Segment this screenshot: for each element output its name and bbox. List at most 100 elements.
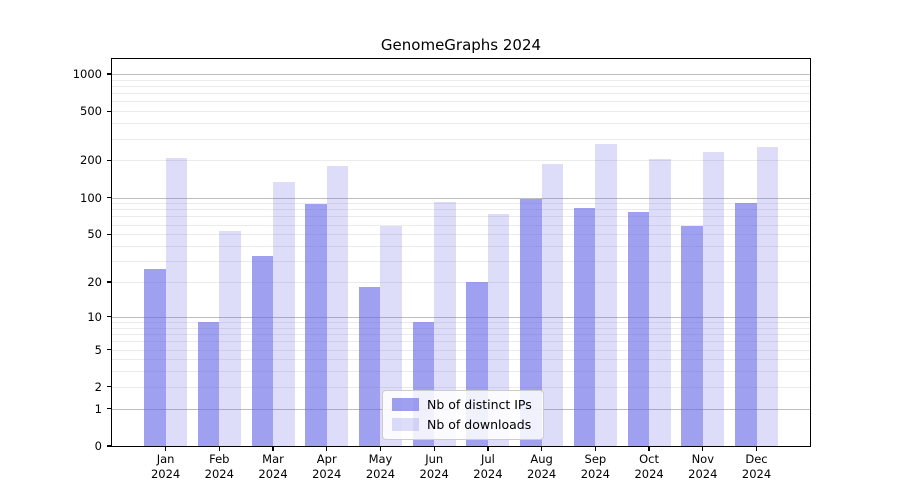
gridline-minor — [112, 101, 810, 103]
gridline-minor — [112, 234, 810, 236]
gridline-major — [112, 316, 810, 318]
bar-downloads — [541, 164, 564, 446]
plot-area — [112, 59, 810, 446]
y-tick-label: 500 — [80, 104, 102, 119]
bar-distinct-ips — [144, 268, 166, 446]
x-tick — [755, 446, 758, 451]
y-tick — [106, 73, 111, 75]
gridline-minor — [112, 349, 810, 351]
y-tick — [106, 159, 111, 162]
legend-item-distinct-ips: Nb of distinct IPs — [392, 397, 534, 412]
x-tick-label: Jul 2024 — [473, 452, 503, 481]
gridline-minor — [112, 261, 810, 263]
y-tick-label: 10 — [87, 309, 102, 324]
x-tick — [165, 446, 167, 451]
y-tick-label: 1000 — [72, 67, 102, 81]
y-tick-label: 2 — [94, 379, 102, 394]
y-tick-label: 5 — [94, 342, 102, 357]
gridline-major — [112, 197, 810, 199]
gridline-minor — [112, 246, 810, 248]
x-tick — [218, 446, 220, 451]
bar-downloads — [649, 158, 671, 446]
gridline-minor — [112, 371, 810, 373]
bar-distinct-ips — [305, 204, 327, 446]
bar-downloads — [487, 213, 510, 446]
gridline-minor — [112, 334, 810, 336]
legend-item-downloads: Nb of downloads — [392, 417, 534, 432]
y-tick — [106, 233, 111, 235]
gridline-minor — [112, 86, 810, 87]
gridline-minor — [112, 359, 810, 361]
bar-downloads — [434, 201, 456, 446]
y-tick — [106, 110, 111, 112]
y-tick — [106, 408, 111, 410]
x-tick — [326, 446, 328, 451]
y-tick — [106, 386, 111, 388]
x-tick-label: Aug 2024 — [526, 452, 557, 481]
bar-downloads — [273, 181, 295, 446]
x-tick-label: Mar 2024 — [258, 452, 288, 481]
x-tick — [487, 446, 489, 451]
x-tick — [379, 446, 382, 451]
gridline-minor — [112, 209, 810, 211]
legend: Nb of distinct IPs Nb of downloads — [382, 390, 544, 440]
bar-distinct-ips — [681, 226, 703, 446]
x-tick-label: Jan 2024 — [150, 452, 181, 481]
y-tick-label: 0 — [94, 439, 102, 453]
y-tick — [106, 316, 111, 318]
x-tick — [433, 446, 435, 451]
bar-distinct-ips — [627, 212, 650, 446]
gridline-minor — [112, 203, 810, 205]
x-tick-label: Oct 2024 — [634, 452, 664, 481]
x-tick — [541, 446, 543, 451]
gridline-minor — [112, 341, 810, 343]
x-tick-label: Nov 2024 — [688, 452, 718, 481]
x-tick — [594, 446, 596, 451]
gridline-minor — [112, 224, 810, 226]
gridline-major — [112, 74, 810, 75]
x-tick-label: Sep 2024 — [580, 452, 610, 481]
x-tick-label: May 2024 — [365, 452, 396, 481]
y-tick-label: 20 — [87, 275, 102, 290]
legend-label-distinct-ips: Nb of distinct IPs — [427, 397, 532, 412]
legend-swatch-distinct-ips — [392, 398, 419, 411]
bar-downloads — [326, 165, 349, 446]
bar-distinct-ips — [251, 256, 274, 446]
x-tick-label: Dec 2024 — [741, 452, 772, 481]
bar-distinct-ips — [520, 198, 542, 446]
gridline-minor — [112, 216, 810, 218]
gridline-minor — [112, 282, 810, 284]
gridline-minor — [112, 327, 810, 329]
x-tick-label: Apr 2024 — [312, 452, 342, 481]
gridline-minor — [112, 93, 810, 95]
legend-label-downloads: Nb of downloads — [427, 417, 532, 432]
y-tick-label: 200 — [80, 153, 102, 168]
gridline-minor — [112, 123, 810, 125]
y-tick-label: 1 — [94, 401, 102, 416]
gridline-minor — [112, 138, 810, 140]
bar-downloads — [756, 146, 779, 446]
gridline-minor — [112, 386, 810, 388]
x-tick — [648, 446, 650, 451]
x-tick — [702, 446, 704, 451]
x-tick — [272, 446, 274, 451]
bar-distinct-ips — [358, 287, 381, 446]
bar-downloads — [702, 152, 725, 446]
gridline-minor — [112, 79, 810, 81]
y-tick-label: 100 — [80, 190, 102, 205]
legend-swatch-downloads — [392, 418, 419, 431]
bar-downloads — [219, 231, 241, 446]
gridline-minor — [112, 160, 810, 162]
y-tick — [106, 196, 111, 199]
bar-downloads — [165, 157, 188, 446]
y-tick — [106, 445, 111, 447]
y-tick-label: 50 — [87, 227, 102, 242]
y-tick — [106, 281, 111, 283]
chart-title: GenomeGraphs 2024 — [380, 36, 542, 54]
bar-downloads — [595, 143, 617, 446]
x-tick-label: Feb 2024 — [204, 452, 234, 481]
gridline-minor — [112, 111, 810, 113]
bar-distinct-ips — [735, 203, 757, 446]
y-tick — [106, 348, 111, 351]
